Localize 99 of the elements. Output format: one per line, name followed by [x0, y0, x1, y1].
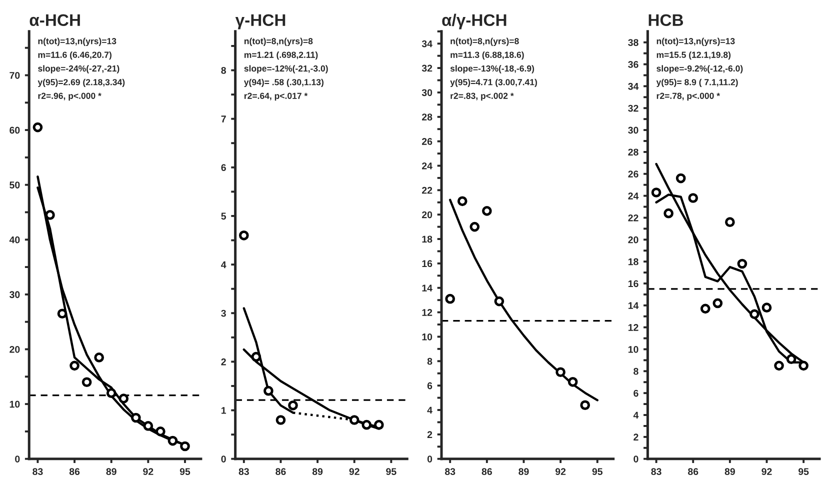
x-tick-label: 95: [386, 468, 396, 476]
y-tick-label: 30: [10, 291, 20, 298]
y-tick-label: 20: [422, 211, 432, 218]
y-tick-label: 50: [10, 182, 20, 188]
y-tick-label: 12: [628, 324, 638, 331]
annotation: slope=-12%(-21,-3.0): [244, 65, 328, 74]
y-tick-label: 28: [628, 148, 638, 156]
chart-title: γ-HCH: [235, 14, 286, 30]
x-tick-label: 89: [106, 468, 116, 476]
y-tick-label: 36: [628, 61, 638, 68]
y-tick-label: 10: [10, 400, 20, 408]
y-tick-label: 2: [634, 434, 638, 440]
x-tick-label: 89: [312, 468, 323, 476]
y-tick-label: 60: [10, 126, 20, 134]
x-tick-label: 95: [798, 468, 809, 476]
y-tick-label: 22: [628, 214, 638, 222]
y-tick-label: 18: [628, 258, 638, 266]
annotation: y(95)=4.71 (3.00,7.41): [450, 78, 537, 87]
y-tick-label: 28: [422, 114, 432, 121]
y-tick-label: 1: [221, 407, 226, 414]
annotation: slope=-24%(-27,-21): [38, 65, 120, 74]
annotation: y(95)=2.69 (2.18,3.34): [38, 78, 125, 87]
x-tick-label: 89: [518, 468, 529, 476]
y-tick-label: 2: [221, 358, 226, 366]
y-tick-label: 26: [422, 138, 432, 145]
y-tick-label: 24: [628, 192, 639, 200]
x-tick-label: 86: [276, 468, 286, 476]
y-tick-label: 40: [9, 236, 20, 244]
y-tick-label: 30: [422, 89, 432, 96]
y-tick-label: 14: [628, 302, 639, 309]
x-tick-label: 83: [651, 468, 662, 476]
x-tick-label: 86: [482, 468, 492, 476]
y-tick-label: 0: [427, 456, 432, 462]
y-tick-label: 12: [422, 309, 432, 316]
y-tick-label: 4: [221, 261, 226, 268]
chart-title: α-HCH: [30, 14, 80, 26]
x-tick-label: 83: [32, 468, 43, 476]
x-tick-label: 92: [143, 468, 154, 476]
y-tick-label: 4: [427, 406, 432, 414]
y-tick-label: 34: [628, 82, 639, 90]
x-tick-label: 95: [592, 468, 603, 476]
annotation: m=11.6 (6.46,20.7): [38, 51, 112, 60]
chart-title: HCB: [648, 14, 684, 26]
y-tick-label: 8: [427, 358, 432, 365]
annotation: n(tot)=8,n(yrs)=8: [244, 38, 313, 46]
annotation: r2=.78, p<.000 *: [656, 92, 720, 101]
annotation: n(tot)=8,n(yrs)=8: [450, 38, 519, 46]
x-tick-label: 92: [349, 468, 360, 476]
y-tick-label: 0: [634, 456, 638, 462]
x-tick-label: 95: [180, 468, 190, 476]
y-tick-label: 26: [628, 170, 638, 178]
x-tick-label: 83: [238, 468, 249, 476]
y-tick-label: 22: [422, 186, 432, 194]
annotation: n(tot)=13,n(yrs)=13: [656, 38, 735, 46]
y-tick-label: 32: [628, 104, 638, 112]
annotation: slope=-13%(-18,-6.9): [450, 65, 534, 74]
annotation: slope=-9.2%(-12,-6.0): [656, 65, 743, 74]
annotation: n(tot)=13,n(yrs)=13: [38, 38, 116, 46]
y-tick-label: 0: [221, 456, 226, 462]
y-tick-label: 4: [633, 412, 639, 419]
x-tick-label: 92: [762, 468, 772, 476]
y-tick-label: 10: [628, 346, 638, 353]
y-tick-label: 5: [221, 212, 226, 220]
x-tick-label: 86: [688, 468, 698, 476]
annotation: r2=.83, p<.002 *: [450, 92, 514, 101]
y-tick-label: 7: [221, 116, 226, 122]
y-tick-label: 20: [10, 346, 20, 353]
y-tick-label: 38: [628, 39, 638, 46]
annotation: m=15.5 (12.1,19.8): [656, 51, 731, 60]
y-tick-label: 10: [422, 333, 432, 340]
x-tick-label: 86: [69, 468, 80, 476]
annotation: y(94)= .58 (.30,1.13): [244, 78, 324, 87]
y-tick-label: 16: [422, 260, 432, 268]
chart-title: α/γ-HCH: [442, 14, 506, 30]
x-tick-label: 89: [724, 468, 735, 476]
annotation: m=1.21 (.698,2.11): [244, 51, 318, 60]
y-tick-label: 24: [422, 162, 432, 170]
annotation: m=11.3 (6.88,18.6): [450, 51, 524, 60]
y-tick-label: 3: [221, 310, 226, 317]
x-tick-label: 83: [444, 468, 456, 476]
y-tick-label: 18: [422, 236, 432, 243]
y-tick-label: 32: [422, 64, 432, 72]
y-tick-label: 14: [422, 284, 432, 292]
y-tick-label: 70: [10, 72, 20, 79]
y-tick-label: 20: [628, 236, 638, 244]
annotation: r2=.64, p<.017 *: [244, 92, 308, 101]
y-tick-label: 2: [427, 431, 432, 438]
annotation: r2=.96, p<.000 *: [38, 92, 102, 101]
y-tick-label: 8: [634, 368, 638, 375]
y-tick-label: 6: [427, 382, 432, 390]
y-tick-label: 6: [221, 164, 226, 172]
y-tick-label: 8: [221, 66, 226, 74]
annotation: y(95)= 8.9 ( 7.1,11.2): [656, 78, 738, 87]
y-tick-label: 30: [628, 126, 638, 134]
y-tick-label: 34: [422, 40, 432, 48]
y-tick-label: 6: [634, 390, 638, 397]
y-tick-label: 16: [628, 280, 638, 288]
x-tick-label: 92: [555, 468, 566, 476]
y-tick-label: 0: [15, 456, 20, 462]
